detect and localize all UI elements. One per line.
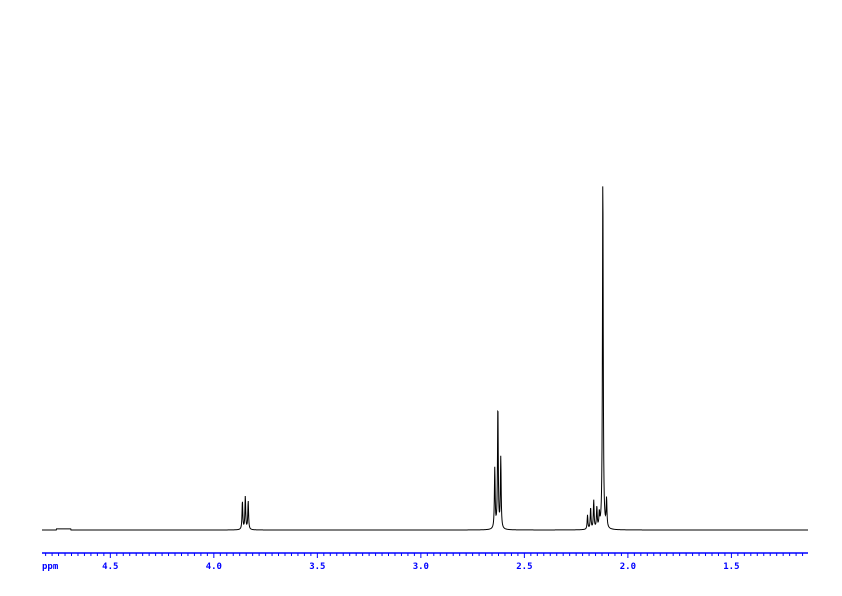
x-tick-label: 3.5: [309, 562, 325, 572]
x-tick-label: 4.0: [206, 562, 222, 572]
x-axis-ticks: [45, 553, 804, 558]
x-tick-label: 2.5: [516, 562, 532, 572]
x-tick-label: 3.0: [413, 562, 429, 572]
spectrum-line: [42, 186, 808, 531]
x-tick-label: 2.0: [620, 562, 636, 572]
x-tick-label: 4.5: [102, 562, 118, 572]
x-axis-tick-labels: 4.5 4.0 3.5 3.0 2.5 2.0 1.5: [102, 562, 739, 572]
x-axis-label: ppm: [42, 562, 59, 572]
x-tick-label: 1.5: [723, 562, 739, 572]
